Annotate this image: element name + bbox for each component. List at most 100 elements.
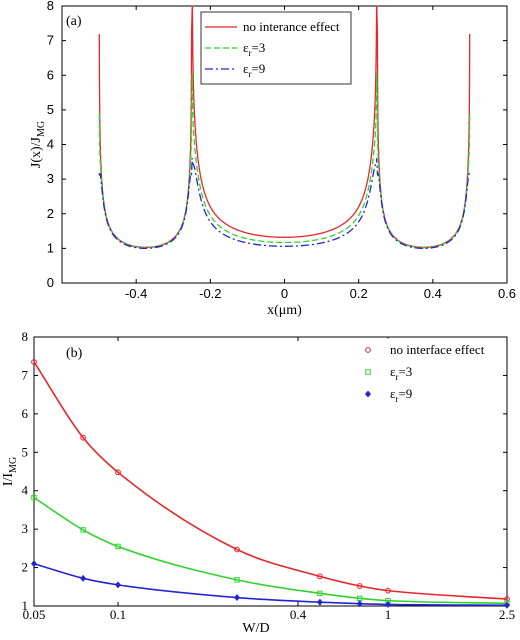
x-tick-label: 0.1 — [110, 607, 126, 622]
y-tick-label: 4 — [22, 483, 29, 498]
panel-a-ticks: -0.4 -0.2 0 0.2 0.4 0.6 0 1 2 3 4 5 6 7 8 — [47, 0, 516, 301]
legend-entry-green: εr=3 — [365, 364, 412, 382]
data-point-blue — [504, 601, 510, 609]
legend-label-main: ε — [390, 364, 396, 379]
data-point-red — [234, 546, 240, 553]
legend-entry-blue: εr=9 — [205, 61, 265, 79]
panel-a-series — [98, 5, 471, 250]
legend-marker — [365, 369, 371, 375]
panel-b-label: (b) — [66, 346, 83, 361]
x-tick-label: -0.4 — [125, 286, 147, 301]
panel-b-series — [31, 359, 510, 609]
legend-label-red: no interance effect — [243, 19, 340, 34]
legend-label-main: no interface effect — [390, 342, 485, 357]
data-point-green — [234, 577, 240, 583]
series-line-green — [98, 73, 471, 249]
legend-label-tail: =3 — [251, 40, 265, 55]
data-point-blue — [356, 600, 363, 608]
y-tick-label: 2 — [47, 206, 54, 221]
data-point-green — [31, 494, 37, 501]
series-line-blue — [98, 158, 471, 250]
y-tick-label: 1 — [22, 598, 29, 613]
panel-a-x-axis-label: x(μm) — [267, 303, 302, 318]
y-tick-label: 6 — [47, 67, 54, 82]
x-tick-label: 0 — [281, 286, 288, 301]
panel-a-current-density: -0.4 -0.2 0 0.2 0.4 0.6 0 1 2 3 4 5 6 7 8 (a) x(μm) J(… — [29, 0, 516, 318]
data-point-green — [317, 590, 323, 597]
legend-entry-green: εr=3 — [205, 40, 265, 58]
data-point-green — [115, 543, 121, 550]
x-tick-label: 0.2 — [350, 286, 368, 301]
series-line-blue — [33, 562, 508, 607]
x-tick-label: 0.4 — [424, 286, 442, 301]
legend-label-sub: r — [395, 394, 398, 404]
legend-label-blue: εr=9 — [390, 386, 412, 404]
panel-b-y-axis-label-sub: MG — [8, 457, 19, 473]
x-tick-label: 0.05 — [23, 607, 46, 622]
legend-label-tail: =9 — [251, 61, 265, 76]
y-tick-label: 3 — [22, 521, 29, 536]
series-line-red — [33, 361, 508, 600]
legend-label-main: ε — [390, 386, 396, 401]
data-point-blue — [385, 601, 391, 608]
panel-a-y-axis-label-main: J(x)/J — [29, 136, 44, 168]
legend-entry-blue: εr=9 — [365, 386, 412, 404]
x-tick-label: 1 — [385, 607, 392, 622]
panel-a-y-axis-label: J(x)/JMG — [29, 121, 47, 168]
legend-box — [349, 338, 503, 406]
legend-label-sub: r — [248, 48, 251, 58]
legend-label-red: no interface effect — [390, 342, 485, 357]
legend-label-green: εr=3 — [243, 40, 265, 58]
legend-label-tail: =3 — [398, 364, 412, 379]
legend-marker — [365, 347, 371, 353]
y-tick-label: 8 — [47, 0, 54, 13]
legend-label-main: ε — [243, 40, 249, 55]
data-point-red — [356, 583, 363, 589]
x-tick-label: 0.6 — [498, 286, 516, 301]
data-point-red — [31, 359, 37, 365]
y-tick-label: 0 — [47, 275, 54, 290]
series-line-green — [33, 496, 508, 605]
panel-a-label: (a) — [66, 14, 82, 29]
y-tick-label: 5 — [47, 102, 54, 117]
data-point-red — [385, 587, 391, 594]
data-point-red — [115, 469, 121, 476]
legend-entry-red: no interface effect — [365, 342, 485, 357]
data-point-blue — [115, 581, 121, 589]
y-tick-label: 7 — [47, 33, 54, 48]
panel-b-ticks: 0.05 0.1 0.4 1 2.5 1 2 3 4 5 6 7 8 — [22, 329, 516, 622]
x-tick-label: 2.5 — [499, 607, 515, 622]
data-point-blue — [316, 598, 323, 606]
legend-entry-red: no interance effect — [205, 19, 340, 34]
y-tick-label: 3 — [47, 171, 54, 186]
y-tick-label: 1 — [47, 240, 54, 255]
x-tick-label: -0.2 — [199, 286, 221, 301]
data-point-blue — [233, 594, 240, 602]
legend-label-main: no interance effect — [243, 19, 340, 34]
legend-label-tail: =9 — [398, 386, 412, 401]
legend-label-sub: r — [248, 69, 251, 79]
data-point-blue — [31, 560, 37, 568]
panel-b-y-axis-label-main: I/I — [1, 473, 16, 487]
panel-b-y-axis-label: I/IMG — [1, 457, 19, 486]
panel-b-x-axis-label: W/D — [242, 621, 269, 636]
panel-a-y-axis-label-sub: MG — [36, 121, 47, 137]
y-tick-label: 8 — [22, 329, 29, 344]
x-tick-label: 0.4 — [290, 607, 307, 622]
legend-label-blue: εr=9 — [243, 61, 265, 79]
y-tick-label: 2 — [22, 560, 29, 575]
legend-label-green: εr=3 — [390, 364, 412, 382]
data-point-green — [80, 527, 86, 533]
legend-marker — [365, 390, 371, 398]
data-point-red — [80, 434, 87, 441]
data-point-red — [317, 573, 323, 580]
panel-b-total-current: 0.05 0.1 0.4 1 2.5 1 2 3 4 5 6 7 8 (b) W/D I/IMG no … — [1, 329, 515, 636]
y-tick-label: 6 — [22, 406, 29, 421]
legend-label-main: ε — [243, 61, 249, 76]
y-tick-label: 5 — [22, 444, 29, 459]
data-point-blue — [80, 574, 87, 582]
y-tick-label: 4 — [47, 137, 54, 152]
